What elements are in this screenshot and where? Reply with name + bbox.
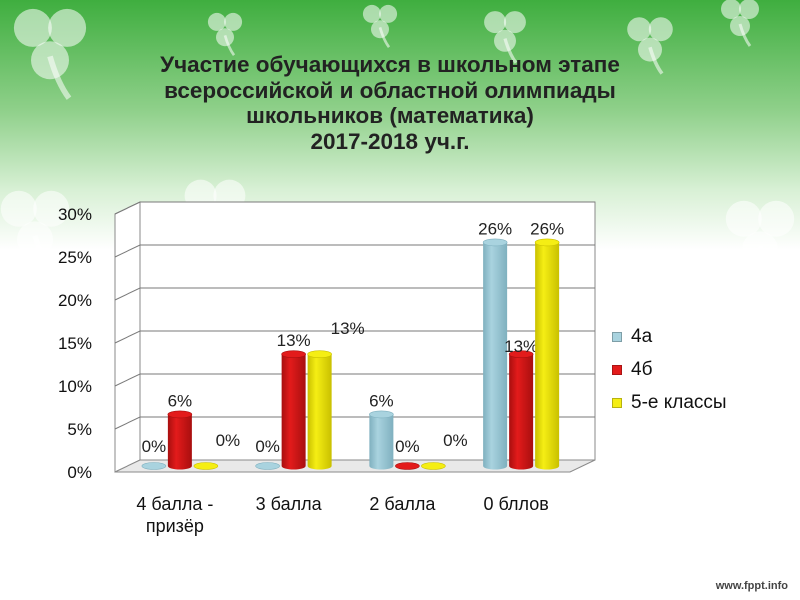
- bar: [509, 354, 533, 469]
- bar: [308, 354, 332, 469]
- legend-swatch: [612, 365, 622, 375]
- legend-label: 4б: [631, 359, 652, 381]
- y-tick-label: 25%: [58, 248, 92, 267]
- data-label: 6%: [369, 391, 394, 410]
- y-tick-label: 20%: [58, 291, 92, 310]
- bar-flat: [256, 463, 280, 470]
- watermark: www.fppt.info: [716, 580, 788, 592]
- bar-flat: [421, 463, 445, 470]
- legend-item: 4б: [612, 353, 727, 386]
- bar: [369, 414, 393, 469]
- x-tick-label: призёр: [146, 516, 204, 536]
- bar: [168, 414, 192, 469]
- legend-swatch: [612, 398, 622, 408]
- y-tick-label: 10%: [58, 377, 92, 396]
- data-label: 13%: [277, 331, 311, 350]
- data-label: 0%: [395, 437, 420, 456]
- data-label: 26%: [478, 219, 512, 238]
- bar-flat: [194, 463, 218, 470]
- data-label: 13%: [331, 319, 365, 338]
- x-tick-label: 4 балла -: [136, 494, 213, 514]
- bar-top: [369, 411, 393, 418]
- bar-top: [535, 239, 559, 246]
- bar-top: [282, 351, 306, 358]
- legend-label: 5-е классы: [631, 392, 727, 414]
- data-label: 6%: [168, 391, 193, 410]
- x-tick-label: 0 бллов: [483, 494, 548, 514]
- bar-flat: [142, 463, 166, 470]
- bar-top: [483, 239, 507, 246]
- legend-item: 4а: [612, 320, 727, 353]
- data-label: 0%: [142, 437, 167, 456]
- bar: [282, 354, 306, 469]
- data-label: 0%: [443, 431, 468, 450]
- y-tick-label: 30%: [58, 205, 92, 224]
- legend-swatch: [612, 332, 622, 342]
- y-tick-label: 15%: [58, 334, 92, 353]
- x-tick-label: 2 балла: [369, 494, 436, 514]
- y-tick-label: 0%: [67, 463, 92, 482]
- bar: [535, 242, 559, 469]
- bar-top: [308, 351, 332, 358]
- chart-legend: 4а 4б 5-е классы: [612, 320, 727, 419]
- data-label: 13%: [504, 337, 538, 356]
- bar-flat: [395, 463, 419, 470]
- data-label: 0%: [255, 437, 280, 456]
- x-tick-label: 3 балла: [256, 494, 323, 514]
- y-tick-label: 5%: [67, 420, 92, 439]
- bar-top: [168, 411, 192, 418]
- legend-label: 4а: [631, 326, 652, 348]
- legend-item: 5-е классы: [612, 386, 727, 419]
- data-label: 26%: [530, 219, 564, 238]
- data-label: 0%: [216, 431, 241, 450]
